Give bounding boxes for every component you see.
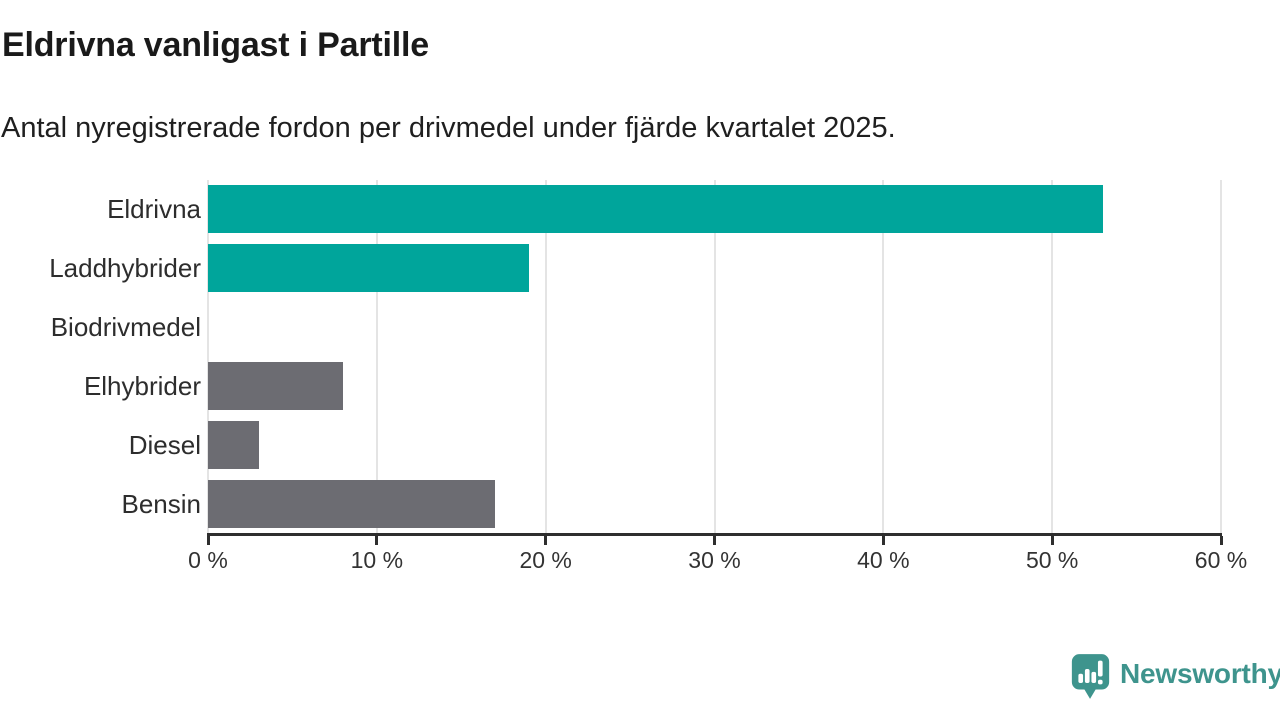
gridline: [882, 180, 885, 533]
gridline: [207, 180, 209, 533]
category-label-biodrivmedel: Biodrivmedel: [50, 312, 201, 343]
bar-chart-plot-area: 0 % 10 % 20 % 30 % 40 % 50 % 60 %: [188, 180, 1247, 573]
category-label-elhybrider: Elhybrider: [83, 370, 201, 401]
brand-name: Newsworthy: [1120, 657, 1280, 689]
chart-subtitle: Antal nyregistrerade fordon per drivmede…: [1, 112, 896, 144]
chart-title: Eldrivna vanligast i Partille: [2, 26, 429, 64]
gridline: [375, 180, 378, 533]
category-label-laddhybrider: Laddhybrider: [49, 253, 201, 284]
x-axis-tick-label: 20 %: [519, 547, 572, 573]
x-axis-tick: [375, 536, 379, 545]
x-axis-tick-label: 60 %: [1194, 547, 1248, 573]
bar-bensin: [208, 479, 496, 528]
category-label-eldrivna: Eldrivna: [107, 194, 201, 225]
category-label-bensin: Bensin: [121, 488, 202, 519]
x-axis-tick-label: 40 %: [857, 547, 910, 573]
gridline: [544, 180, 547, 533]
x-axis-tick: [1050, 536, 1054, 545]
x-axis-tick-label: 0 %: [188, 547, 228, 573]
newsworthy-icon: [1071, 654, 1110, 699]
gridline: [1051, 180, 1054, 533]
x-axis-tick: [544, 536, 548, 545]
bar-laddhybrider: [208, 244, 529, 293]
x-axis-tick: [881, 536, 885, 545]
bar-eldrivna: [208, 185, 1103, 234]
x-axis-tick-label: 50 %: [1025, 547, 1079, 573]
bar-diesel: [208, 420, 259, 469]
x-axis-tick: [713, 536, 716, 545]
gridline: [1220, 180, 1222, 533]
x-axis-tick: [1219, 536, 1223, 545]
brand-logo: Newsworthy: [1070, 652, 1280, 701]
gridline: [713, 180, 716, 533]
x-axis-tick: [206, 536, 210, 545]
x-axis-tick-label: 10 %: [350, 547, 404, 573]
x-axis-line: [207, 533, 1222, 536]
x-axis-tick-label: 30 %: [688, 547, 741, 573]
category-label-diesel: Diesel: [128, 429, 201, 460]
bar-elhybrider: [208, 361, 344, 410]
